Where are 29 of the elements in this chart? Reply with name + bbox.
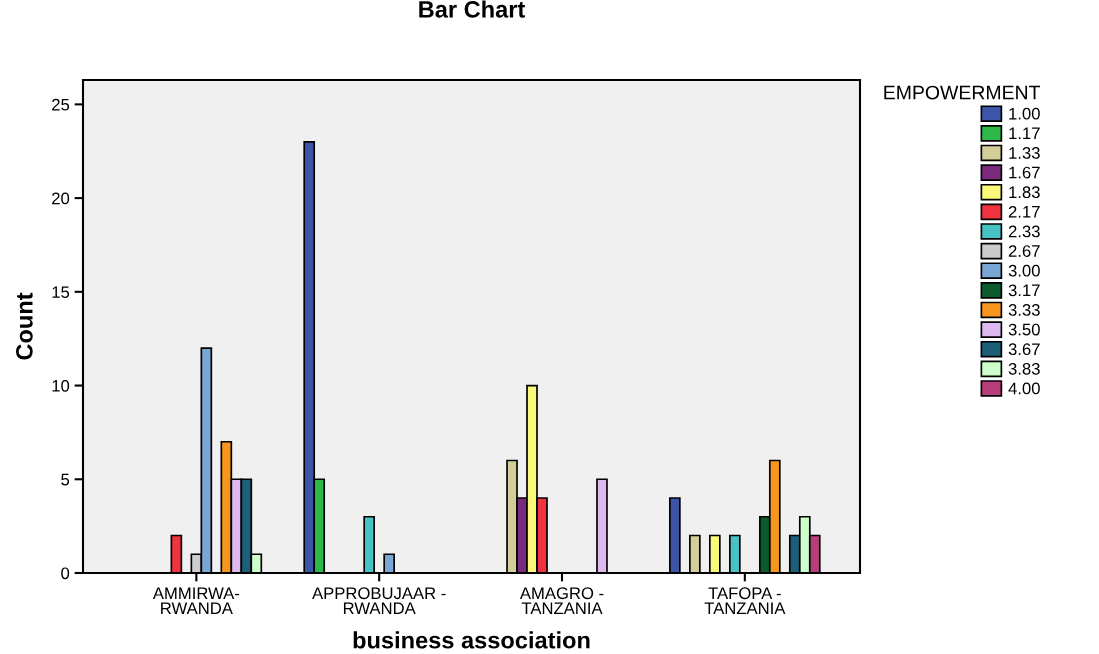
legend-label: 3.50 xyxy=(1008,323,1040,336)
y-tick-label: 5 xyxy=(61,473,70,486)
x-tick-label: APPROBUJAAR - RWANDA xyxy=(312,587,446,614)
legend-title: EMPOWERMENT xyxy=(884,85,1041,100)
y-tick-label: 20 xyxy=(52,192,70,205)
y-tick-label: 10 xyxy=(52,379,70,392)
legend-label: 1.83 xyxy=(1009,186,1040,199)
legend-label: 1.67 xyxy=(1009,166,1040,179)
y-tick-label: 25 xyxy=(52,98,70,111)
legend-label: 2.17 xyxy=(1008,205,1040,218)
x-tick-label: AMAGRO - TANZANIA xyxy=(519,587,604,614)
legend-label: 2.67 xyxy=(1008,245,1040,257)
x-axis-title: business association xyxy=(353,631,590,649)
y-tick-label: 15 xyxy=(52,286,70,299)
legend-label: 2.33 xyxy=(1008,225,1040,238)
legend-label: 1.33 xyxy=(1009,147,1040,159)
x-tick-label: AMMIRWA- RWANDA xyxy=(152,587,240,614)
legend-label: 3.00 xyxy=(1008,264,1040,277)
y-tick-label: 0 xyxy=(61,567,70,580)
chart-title: Bar Chart xyxy=(419,0,526,18)
legend-label: 1.00 xyxy=(1009,107,1040,120)
x-tick-label: TAFOPA - TANZANIA xyxy=(704,587,786,614)
legend-label: 3.17 xyxy=(1008,284,1040,297)
legend-label: 1.17 xyxy=(1009,127,1040,140)
legend-label: 3.67 xyxy=(1008,343,1040,356)
y-axis-title: Count xyxy=(15,292,33,360)
legend-label: 3.83 xyxy=(1008,362,1040,375)
legend-label: 3.33 xyxy=(1008,304,1040,316)
legend-label: 4.00 xyxy=(1008,382,1040,395)
